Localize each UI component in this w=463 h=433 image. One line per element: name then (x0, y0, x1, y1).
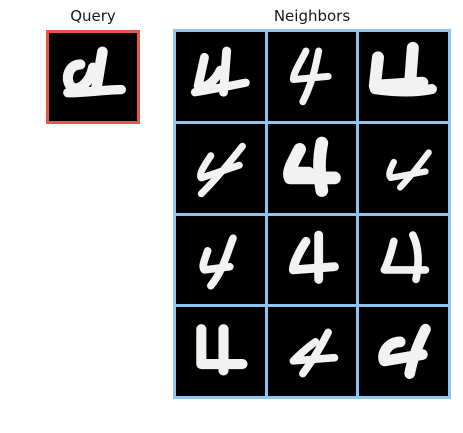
neighbor-image-2 (267, 32, 357, 121)
query-digit-glyph (62, 46, 126, 98)
neighbor-image-1 (176, 32, 265, 121)
neighbors-title: Neighbors (273, 7, 351, 25)
query-image (46, 30, 140, 124)
neighbor-image-4 (176, 123, 265, 213)
query-title: Query (70, 7, 116, 25)
neighbor-image-9 (359, 215, 448, 305)
neighbor-image-11 (267, 307, 357, 396)
neighbor-image-8 (267, 215, 357, 305)
neighbor-image-3 (359, 32, 448, 121)
neighbor-image-6 (359, 123, 448, 213)
neighbor-grid (173, 29, 451, 399)
neighbor-image-5 (267, 123, 357, 213)
neighbor-image-7 (176, 215, 265, 305)
neighbor-image-12 (359, 307, 448, 396)
neighbor-image-10 (176, 307, 265, 396)
